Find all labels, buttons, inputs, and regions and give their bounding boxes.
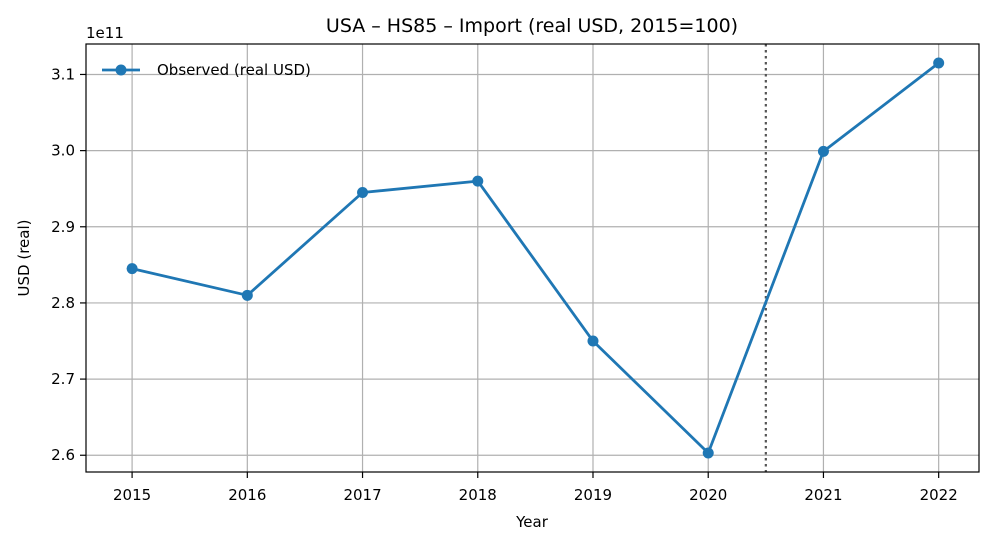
data-point bbox=[933, 57, 945, 69]
legend-label: Observed (real USD) bbox=[157, 61, 311, 79]
x-tick-label: 2019 bbox=[574, 486, 612, 504]
x-tick-label: 2022 bbox=[920, 486, 958, 504]
data-point bbox=[357, 187, 369, 199]
x-tick-label: 2018 bbox=[459, 486, 497, 504]
data-point bbox=[472, 175, 484, 187]
y-tick-label: 2.8 bbox=[51, 294, 75, 312]
legend: Observed (real USD) bbox=[102, 61, 311, 79]
y-axis-label: USD (real) bbox=[15, 220, 33, 297]
axis-ticks: 2015 2016 2017 2018 2019 2020 2021 2022 2.6 2.7 2.… bbox=[51, 65, 958, 504]
x-tick-label: 2021 bbox=[804, 486, 842, 504]
plot-frame bbox=[85, 43, 980, 473]
data-point bbox=[702, 447, 714, 459]
y-offset-text: 1e11 bbox=[86, 24, 124, 42]
series-group bbox=[126, 57, 945, 459]
legend-marker bbox=[115, 64, 127, 76]
data-point bbox=[241, 289, 253, 301]
data-point bbox=[587, 335, 599, 347]
x-tick-label: 2015 bbox=[113, 486, 151, 504]
x-tick-label: 2020 bbox=[689, 486, 727, 504]
y-tick-label: 2.9 bbox=[51, 218, 75, 236]
x-tick-label: 2016 bbox=[228, 486, 266, 504]
series-line bbox=[131, 61, 940, 455]
x-axis-label: Year bbox=[515, 513, 549, 531]
y-tick-label: 2.7 bbox=[51, 370, 75, 388]
grid-lines bbox=[86, 44, 979, 472]
y-tick-label: 3.1 bbox=[51, 65, 75, 83]
chart-title: USA – HS85 – Import (real USD, 2015=100) bbox=[326, 15, 738, 37]
y-tick-label: 3.0 bbox=[51, 142, 75, 160]
data-point bbox=[126, 263, 138, 275]
data-point bbox=[817, 145, 829, 157]
x-tick-label: 2017 bbox=[343, 486, 381, 504]
y-tick-label: 2.6 bbox=[51, 446, 75, 464]
